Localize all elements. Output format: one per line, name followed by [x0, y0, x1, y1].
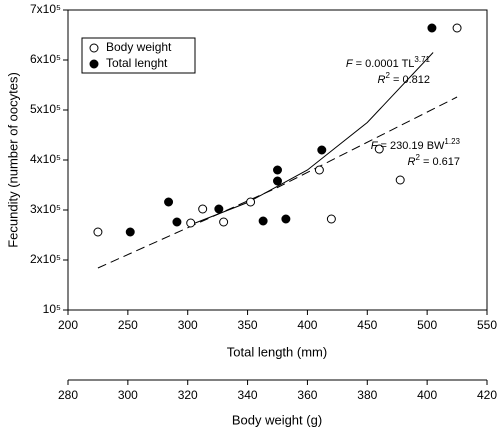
legend-label: Body weight	[106, 40, 172, 54]
legend-marker	[89, 59, 99, 69]
y-tick-label: 2x10⁵	[30, 252, 61, 266]
legend-label: Total lenght	[106, 56, 168, 70]
x-tick-label: 350	[238, 318, 258, 332]
x-tick-label: 200	[58, 318, 78, 332]
annotation-part: 1.23	[444, 137, 460, 146]
data-point	[273, 165, 282, 175]
x2-tick-label: 300	[118, 388, 138, 402]
y-tick-label: 10⁵	[43, 302, 61, 316]
annotation-part: = 0.812	[390, 74, 430, 86]
data-point	[395, 175, 405, 185]
x2-tick-label: 380	[357, 388, 377, 402]
data-point	[198, 204, 208, 214]
annotation: F = 230.19 BW1.23	[371, 137, 461, 152]
x2-tick-label: 360	[297, 388, 317, 402]
x2-tick-label: 320	[178, 388, 198, 402]
x2-tick-label: 340	[238, 388, 258, 402]
data-point	[258, 216, 268, 226]
x-tick-label: 450	[357, 318, 377, 332]
x2-tick-label: 420	[477, 388, 497, 402]
x-tick-label: 550	[477, 318, 497, 332]
x-tick-label: 300	[178, 318, 198, 332]
data-point	[164, 197, 174, 207]
data-point	[246, 197, 256, 207]
x-tick-label: 400	[297, 318, 317, 332]
x-axis-title: Total length (mm)	[227, 344, 327, 359]
data-point	[219, 217, 229, 227]
data-point	[273, 176, 282, 186]
annotation-part: = 230.19 BW	[377, 140, 445, 152]
y-tick-label: 7x10⁵	[30, 2, 61, 16]
data-point	[125, 227, 135, 237]
legend-marker	[89, 43, 99, 53]
annotation-part: F	[346, 58, 354, 70]
annotation: F = 0.0001 TL3.71	[346, 55, 431, 70]
data-point	[317, 145, 327, 155]
annotation-part: 2	[385, 71, 390, 80]
annotation-part: F	[371, 140, 379, 152]
legend-box	[81, 37, 196, 74]
y-tick-label: 3x10⁵	[30, 202, 61, 216]
x2-axis-title: Body weight (g)	[232, 412, 322, 427]
annotation-part: = 0.617	[420, 156, 460, 168]
annotation-part: 3.71	[414, 55, 430, 64]
y-tick-label: 6x10⁵	[30, 52, 61, 66]
data-point	[326, 214, 336, 224]
annotation-part: 2	[415, 153, 420, 162]
y-tick-label: 4x10⁵	[30, 152, 61, 166]
annotation-part: = 0.0001 TL	[353, 58, 415, 70]
data-point	[452, 23, 462, 33]
data-point	[427, 23, 437, 33]
annotation: R2 = 0.812	[378, 71, 430, 86]
annotation: R2 = 0.617	[408, 153, 460, 168]
data-point	[186, 218, 196, 228]
data-point	[314, 165, 324, 175]
fit-line	[97, 96, 458, 269]
annotation-part: R	[408, 156, 416, 168]
y-tick-label: 5x10⁵	[30, 102, 61, 116]
x2-tick-label: 400	[417, 388, 437, 402]
x-tick-label: 500	[417, 318, 437, 332]
data-point	[281, 214, 291, 224]
x2-tick-label: 280	[58, 388, 78, 402]
data-point	[172, 217, 182, 227]
y-axis-title: Fecundity (number of oocytes)	[5, 72, 20, 248]
data-point	[214, 204, 224, 214]
x-tick-label: 250	[118, 318, 138, 332]
data-point	[93, 227, 103, 237]
annotation-part: R	[378, 74, 386, 86]
data-point	[374, 144, 384, 154]
